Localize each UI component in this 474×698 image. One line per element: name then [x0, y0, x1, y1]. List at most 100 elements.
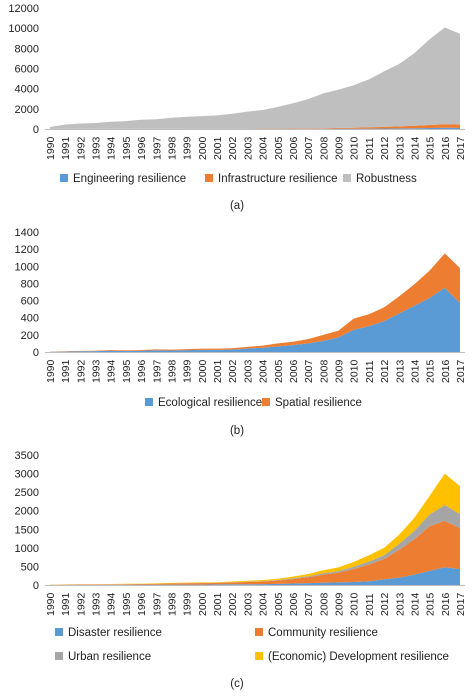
x-tick-label: 1996: [136, 359, 148, 383]
x-tick-label: 1995: [121, 136, 133, 160]
x-tick-label: 2013: [394, 359, 406, 383]
legend-label-infrastructure-resilience: Infrastructure resilience: [218, 173, 338, 185]
x-tick-label: 1999: [182, 359, 194, 383]
x-tick-label: 1994: [106, 359, 118, 383]
area-ecological-resilience: [50, 287, 460, 352]
x-tick-label: 1990: [45, 592, 57, 616]
y-tick-label: 0: [33, 124, 39, 136]
legend-swatch-spatial-resilience: [262, 398, 270, 406]
y-tick-label: 600: [21, 296, 39, 308]
y-tick-label: 1400: [15, 227, 39, 239]
legend-swatch-engineering-resilience: [60, 174, 68, 182]
chart-panel-a: 0 2000 4000 6000 8000 10000 12000 1990 1991 1992 1…: [8, 3, 467, 212]
x-tick-label: 2015: [425, 136, 437, 160]
y-tick-label: 1500: [15, 524, 39, 536]
x-tick-label: 2014: [409, 136, 421, 160]
y-tick-label: 12000: [8, 3, 39, 15]
x-tick-label: 2008: [318, 359, 330, 383]
legend-label-urban-resilience: Urban resilience: [68, 651, 151, 663]
x-tick-label: 2002: [227, 359, 239, 383]
y-tick-label: 4000: [15, 84, 39, 96]
legend-label-ecological-resilience: Ecological resilience: [158, 397, 262, 409]
x-tick-label: 2005: [273, 359, 285, 383]
legend-label-disaster-resilience: Disaster resilience: [68, 627, 162, 639]
x-tick-label: 1993: [91, 359, 103, 383]
x-tick-label: 2014: [409, 359, 421, 383]
x-tick-label: 1997: [151, 136, 163, 160]
x-tick-label: 1996: [136, 136, 148, 160]
x-tick-label: 2006: [288, 359, 300, 383]
y-tick-label: 0: [33, 580, 39, 592]
x-tick-label: 1999: [182, 592, 194, 616]
x-tick-label: 2001: [212, 359, 224, 383]
area-spatial-resilience: [50, 253, 460, 352]
x-tick-label: 1999: [182, 136, 194, 160]
x-tick-label: 2010: [349, 359, 361, 383]
x-tick-label: 2005: [273, 136, 285, 160]
x-tick-label: 2016: [440, 359, 452, 383]
x-tick-label: 2003: [242, 136, 254, 160]
y-tick-label: 500: [21, 561, 39, 573]
x-tick-label: 2017: [455, 136, 467, 160]
x-tick-label: 1998: [166, 592, 178, 616]
legend-swatch-ecological-resilience: [145, 398, 153, 406]
y-tick-label: 800: [21, 278, 39, 290]
x-tick-label: 2009: [334, 136, 346, 160]
y-tick-label: 2500: [15, 487, 39, 499]
x-tick-label: 1997: [151, 592, 163, 616]
x-tick-label: 1991: [60, 136, 72, 160]
area-disaster-resilience: [50, 567, 460, 585]
x-tick-label: 2013: [394, 592, 406, 616]
x-tick-label: 2016: [440, 136, 452, 160]
x-tick-label: 1998: [166, 359, 178, 383]
x-tick-label: 2012: [379, 359, 391, 383]
legend-label-spatial-resilience: Spatial resilience: [275, 397, 362, 409]
x-tick-label: 2009: [334, 359, 346, 383]
x-tick-label: 1992: [75, 359, 87, 383]
area-robustness: [50, 27, 460, 129]
x-tick-label: 2011: [364, 137, 376, 160]
x-tick-label: 1998: [166, 136, 178, 160]
legend-label-economic-development-resilience: (Economic) Development resilience: [268, 651, 449, 663]
x-tick-label: 2001: [212, 592, 224, 616]
x-tick-label: 1994: [106, 136, 118, 160]
chart-panel-c: 0 500 1000 1500 2000 2500 3000 3500 1990 1991 1992…: [15, 450, 467, 690]
x-tick-label: 2006: [288, 592, 300, 616]
x-tick-label: 1994: [106, 592, 118, 616]
x-tick-label: 2008: [318, 136, 330, 160]
x-tick-label: 2011: [364, 360, 376, 383]
panel-caption: (a): [230, 200, 244, 212]
x-tick-label: 1993: [91, 136, 103, 160]
area-engineering-resilience: [50, 127, 460, 129]
x-tick-label: 1996: [136, 592, 148, 616]
legend-label-engineering-resilience: Engineering resilience: [73, 173, 186, 185]
legend-swatch-disaster-resilience: [55, 628, 63, 636]
x-tick-label: 2016: [440, 592, 452, 616]
x-tick-label: 2004: [258, 359, 270, 383]
legend-swatch-economic-development-resilience: [255, 652, 263, 660]
x-tick-label: 2010: [349, 136, 361, 160]
x-tick-label: 2007: [303, 359, 315, 383]
x-tick-label: 2010: [349, 592, 361, 616]
y-tick-label: 1200: [15, 244, 39, 256]
y-tick-label: 3500: [15, 450, 39, 462]
x-tick-label: 1995: [121, 359, 133, 383]
y-tick-label: 200: [21, 330, 39, 342]
x-tick-label: 1990: [45, 136, 57, 160]
x-tick-label: 2011: [364, 593, 376, 616]
x-tick-label: 2008: [318, 592, 330, 616]
x-tick-label: 2017: [455, 592, 467, 616]
x-tick-label: 2005: [273, 592, 285, 616]
y-tick-label: 0: [33, 347, 39, 359]
y-tick-label: 2000: [15, 506, 39, 518]
x-tick-label: 2003: [242, 359, 254, 383]
x-tick-label: 1995: [121, 592, 133, 616]
x-tick-label: 2003: [242, 592, 254, 616]
x-tick-label: 2000: [197, 359, 209, 383]
x-tick-label: 2015: [425, 592, 437, 616]
x-tick-label: 2004: [258, 592, 270, 616]
x-tick-label: 1991: [60, 592, 72, 616]
x-tick-label: 2004: [258, 136, 270, 160]
